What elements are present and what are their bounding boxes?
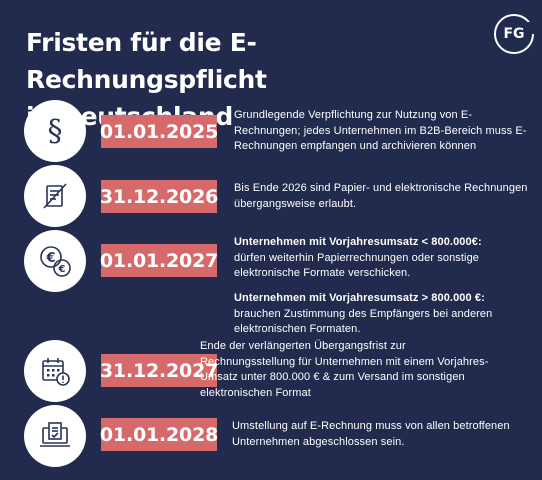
svg-text:€: € [58,264,66,275]
desc-line: übergangsweise erlaubt. [234,197,357,210]
desc-line: Rechnungen; jedes Unternehmen im B2B-Ber… [234,124,527,137]
desc-line: Bis Ende 2026 sind Papier- und elektroni… [234,182,528,194]
title-line-1: Fristen für die E-Rechnungspflicht [26,28,267,94]
euro-coins-icon: € € [24,230,86,292]
desc-line: brauchen Zustimmung des Empfängers bei a… [234,307,493,320]
entry-description: Unternehmen mit Vorjahresumsatz < 800.00… [234,235,482,282]
entry-description-2: Unternehmen mit Vorjahresumsatz > 800.00… [234,291,492,338]
desc-line: Rechnungen empfangen und archivieren kön… [234,140,477,152]
desc-line: Grundlegende Verpflichtung zur Nutzung v… [234,109,473,121]
desc-line: Umsatz unter 800.000 € & zum Versand im … [200,371,465,383]
entry-description: Umstellung auf E-Rechnung muss von allen… [232,419,510,450]
date-badge: 01.01.2027 [100,244,218,277]
laptop-document-icon [24,405,86,467]
date-badge: 31.12.2026 [100,180,218,213]
entry-description: Grundlegende Verpflichtung zur Nutzung v… [234,108,527,155]
date-badge: 01.01.2028 [100,418,218,451]
desc-line: Unternehmen abgeschlossen sein. [232,435,405,448]
desc-heading: Unternehmen mit Vorjahresumsatz < 800.00… [234,236,482,248]
date-badge: 01.01.2025 [100,115,218,148]
desc-line: dürfen weiterhin Papierrechnungen oder s… [234,251,480,264]
desc-line: elektronischen Formaten. [234,323,361,335]
entry-description: Ende der verlängerten Übergangsfrist zur… [200,339,489,401]
fg-logo: FG [494,14,536,54]
calendar-alert-icon [24,340,86,402]
desc-line: Ende der verlängerten Übergangsfrist zur [200,340,406,352]
logo-text: FG [503,26,525,42]
desc-line: Rechnungsstellung für Unternehmen mit ei… [200,355,489,368]
date-badge: 31.12.2027 [100,354,218,387]
desc-line: elektronische Formate verschicken. [234,267,411,279]
desc-heading: Unternehmen mit Vorjahresumsatz > 800.00… [234,292,485,304]
paragraph-icon: § [24,100,86,162]
svg-text:€: € [45,251,55,266]
desc-line: Umstellung auf E-Rechnung muss von allen… [232,420,510,432]
entry-description: Bis Ende 2026 sind Papier- und elektroni… [234,181,528,212]
crossed-document-icon [24,165,86,227]
desc-line: elektronischen Format [200,386,311,399]
